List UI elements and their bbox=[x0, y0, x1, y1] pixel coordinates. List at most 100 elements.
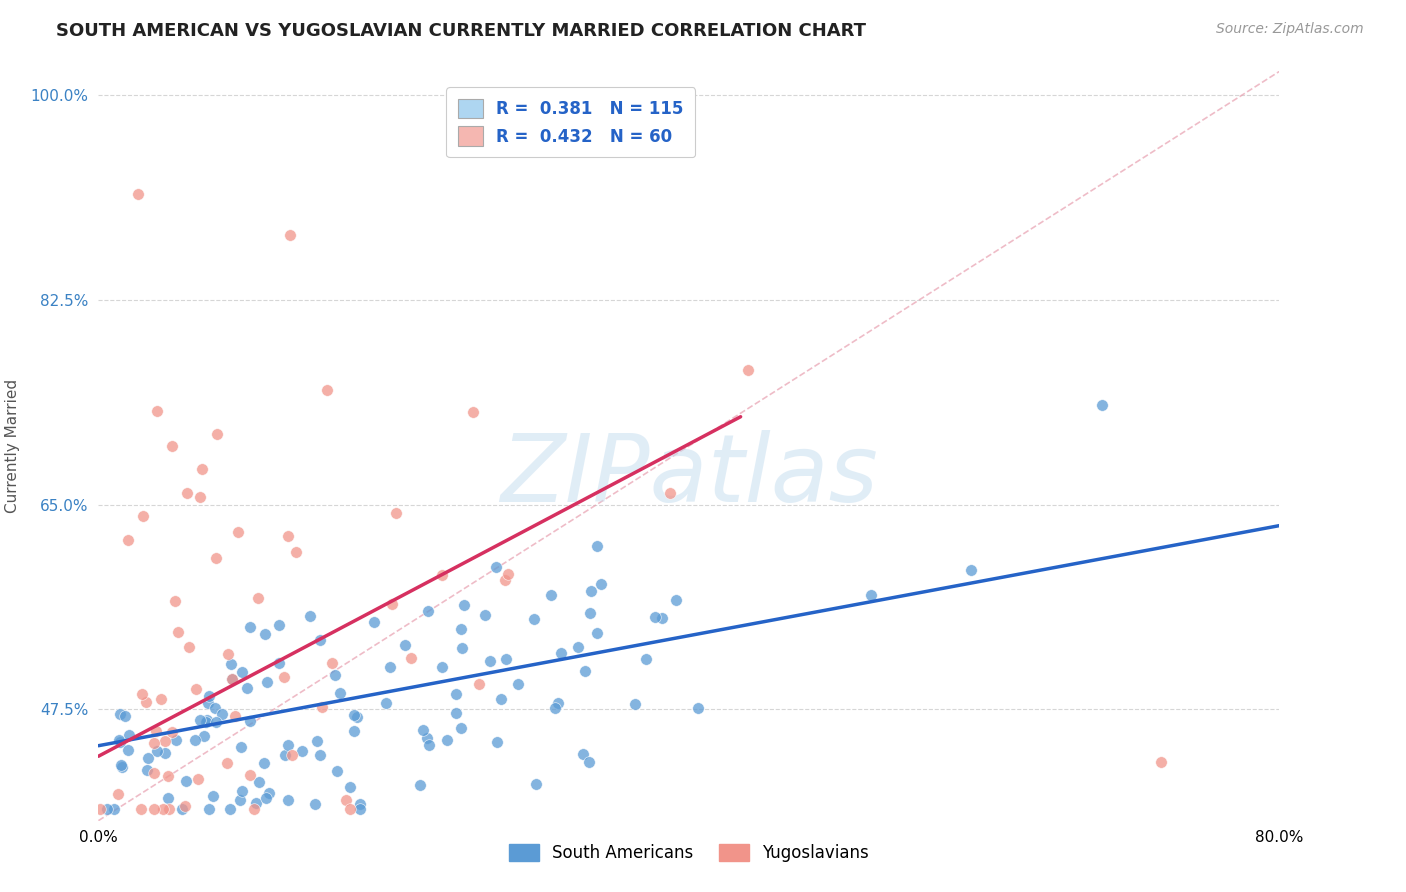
Point bbox=[162, 439, 183, 453]
Point bbox=[156, 768, 179, 782]
Point bbox=[160, 725, 183, 739]
Point bbox=[231, 665, 253, 679]
Point bbox=[489, 691, 512, 706]
Point bbox=[374, 697, 396, 711]
Point bbox=[450, 622, 472, 636]
Point bbox=[135, 763, 157, 777]
Point bbox=[153, 746, 176, 760]
Point bbox=[453, 598, 475, 612]
Point bbox=[495, 652, 517, 666]
Point bbox=[239, 714, 262, 729]
Point bbox=[589, 577, 612, 591]
Point bbox=[859, 588, 882, 602]
Point bbox=[146, 743, 169, 757]
Point bbox=[226, 524, 249, 539]
Point bbox=[412, 723, 434, 738]
Point bbox=[315, 384, 337, 398]
Point bbox=[201, 789, 224, 804]
Point bbox=[309, 632, 332, 647]
Point bbox=[478, 654, 501, 668]
Point bbox=[277, 793, 299, 807]
Point bbox=[117, 533, 139, 547]
Point bbox=[304, 797, 326, 811]
Point bbox=[737, 363, 759, 377]
Point bbox=[547, 696, 569, 710]
Point bbox=[179, 640, 201, 654]
Point bbox=[135, 695, 157, 709]
Point bbox=[143, 766, 166, 780]
Point bbox=[245, 796, 267, 810]
Y-axis label: Currently Married: Currently Married bbox=[4, 379, 20, 513]
Point bbox=[430, 660, 453, 674]
Point bbox=[221, 673, 243, 687]
Point bbox=[1091, 398, 1114, 412]
Point bbox=[586, 539, 609, 553]
Point bbox=[285, 544, 308, 558]
Point bbox=[321, 656, 343, 670]
Point bbox=[486, 735, 509, 749]
Point bbox=[343, 708, 366, 723]
Point bbox=[165, 594, 187, 608]
Point bbox=[176, 485, 198, 500]
Point bbox=[524, 777, 547, 791]
Point bbox=[247, 775, 270, 789]
Point bbox=[384, 507, 406, 521]
Point bbox=[578, 755, 600, 769]
Point bbox=[329, 686, 352, 700]
Point bbox=[380, 660, 402, 674]
Point bbox=[204, 701, 226, 715]
Point bbox=[136, 751, 159, 765]
Point bbox=[277, 528, 299, 542]
Point bbox=[274, 747, 297, 762]
Point bbox=[349, 797, 371, 811]
Point bbox=[236, 681, 259, 696]
Point bbox=[96, 802, 118, 816]
Point bbox=[243, 802, 266, 816]
Point bbox=[231, 739, 253, 754]
Point bbox=[131, 687, 153, 701]
Point bbox=[253, 756, 276, 770]
Point bbox=[506, 677, 529, 691]
Point bbox=[567, 640, 589, 655]
Point bbox=[257, 786, 280, 800]
Point bbox=[129, 802, 152, 816]
Point bbox=[1150, 755, 1173, 769]
Point bbox=[450, 640, 472, 655]
Point bbox=[644, 610, 666, 624]
Point bbox=[132, 509, 155, 524]
Text: SOUTH AMERICAN VS YUGOSLAVIAN CURRENTLY MARRIED CORRELATION CHART: SOUTH AMERICAN VS YUGOSLAVIAN CURRENTLY … bbox=[56, 22, 866, 40]
Point bbox=[146, 404, 169, 418]
Point bbox=[108, 706, 131, 721]
Point bbox=[381, 597, 404, 611]
Point bbox=[363, 615, 385, 629]
Point bbox=[153, 734, 176, 748]
Point bbox=[277, 738, 299, 752]
Point bbox=[145, 723, 167, 738]
Point bbox=[193, 730, 215, 744]
Point bbox=[254, 790, 277, 805]
Point bbox=[579, 606, 602, 620]
Point bbox=[224, 708, 246, 723]
Point bbox=[572, 747, 595, 762]
Point bbox=[219, 802, 242, 816]
Text: ZIPatlas: ZIPatlas bbox=[501, 431, 877, 522]
Point bbox=[688, 701, 710, 715]
Point bbox=[107, 733, 129, 747]
Point bbox=[110, 757, 132, 772]
Point bbox=[167, 624, 190, 639]
Point bbox=[540, 588, 562, 602]
Point bbox=[436, 732, 458, 747]
Point bbox=[323, 668, 346, 682]
Point bbox=[463, 405, 485, 419]
Point bbox=[110, 735, 132, 749]
Point bbox=[636, 651, 658, 665]
Point bbox=[409, 778, 432, 792]
Point bbox=[586, 626, 609, 640]
Point bbox=[211, 706, 233, 721]
Point bbox=[343, 724, 366, 739]
Point bbox=[659, 486, 682, 500]
Point bbox=[170, 802, 193, 816]
Point bbox=[311, 700, 333, 714]
Point bbox=[184, 732, 207, 747]
Point bbox=[349, 802, 371, 816]
